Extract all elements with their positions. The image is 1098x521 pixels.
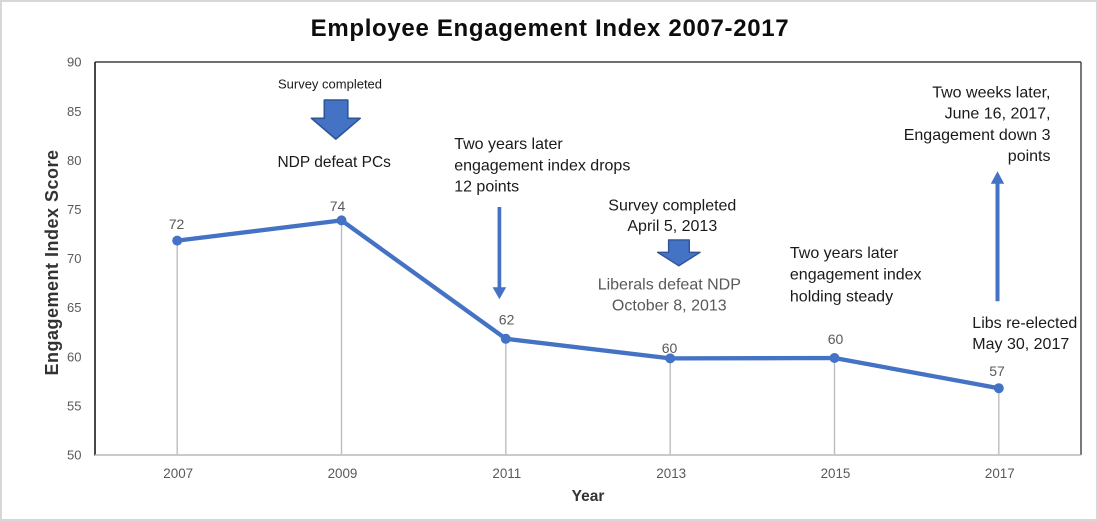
svg-text:2017: 2017 (985, 466, 1015, 481)
svg-text:Survey completed: Survey completed (278, 76, 382, 91)
svg-text:Liberals defeat NDP: Liberals defeat NDP (598, 277, 741, 294)
svg-text:NDP defeat PCs: NDP defeat PCs (277, 154, 391, 171)
svg-text:50: 50 (67, 448, 81, 463)
svg-text:October 8, 2013: October 8, 2013 (612, 298, 727, 315)
svg-text:70: 70 (67, 251, 81, 266)
svg-text:points: points (1008, 148, 1051, 165)
svg-text:Two weeks later,: Two weeks later, (932, 85, 1050, 102)
svg-text:Engagement Index Score: Engagement Index Score (42, 149, 62, 375)
svg-text:June 16, 2017,: June 16, 2017, (945, 106, 1051, 123)
svg-text:80: 80 (67, 153, 81, 168)
svg-text:engagement index: engagement index (790, 267, 922, 284)
svg-text:2007: 2007 (163, 466, 193, 481)
svg-text:75: 75 (67, 202, 81, 217)
svg-text:holding steady: holding steady (790, 288, 893, 305)
svg-text:2015: 2015 (821, 466, 851, 481)
svg-text:Two years later: Two years later (454, 136, 563, 153)
svg-text:Employee Engagement Index 2007: Employee Engagement Index 2007-2017 (311, 15, 790, 42)
svg-text:2011: 2011 (492, 466, 521, 481)
svg-text:Two years later: Two years later (790, 245, 899, 262)
svg-text:2009: 2009 (328, 466, 358, 481)
svg-text:85: 85 (67, 104, 81, 119)
svg-text:12 points: 12 points (454, 179, 519, 196)
svg-text:65: 65 (67, 300, 81, 315)
svg-text:60: 60 (828, 331, 844, 347)
svg-text:60: 60 (662, 340, 678, 356)
svg-text:Engagement down 3: Engagement down 3 (904, 127, 1051, 144)
svg-text:57: 57 (989, 363, 1005, 379)
svg-text:May 30, 2017: May 30, 2017 (972, 336, 1069, 353)
svg-text:Libs re-elected: Libs re-elected (972, 315, 1077, 332)
svg-text:Survey completed: Survey completed (608, 198, 736, 215)
svg-text:72: 72 (169, 216, 185, 232)
svg-text:74: 74 (330, 198, 346, 214)
svg-text:90: 90 (67, 55, 81, 70)
svg-text:60: 60 (67, 349, 81, 364)
svg-text:engagement index drops: engagement index drops (454, 157, 630, 174)
svg-text:62: 62 (499, 312, 515, 328)
svg-text:April 5, 2013: April 5, 2013 (627, 218, 717, 235)
svg-text:2013: 2013 (656, 466, 686, 481)
svg-text:55: 55 (67, 398, 81, 413)
svg-text:Year: Year (572, 488, 605, 505)
